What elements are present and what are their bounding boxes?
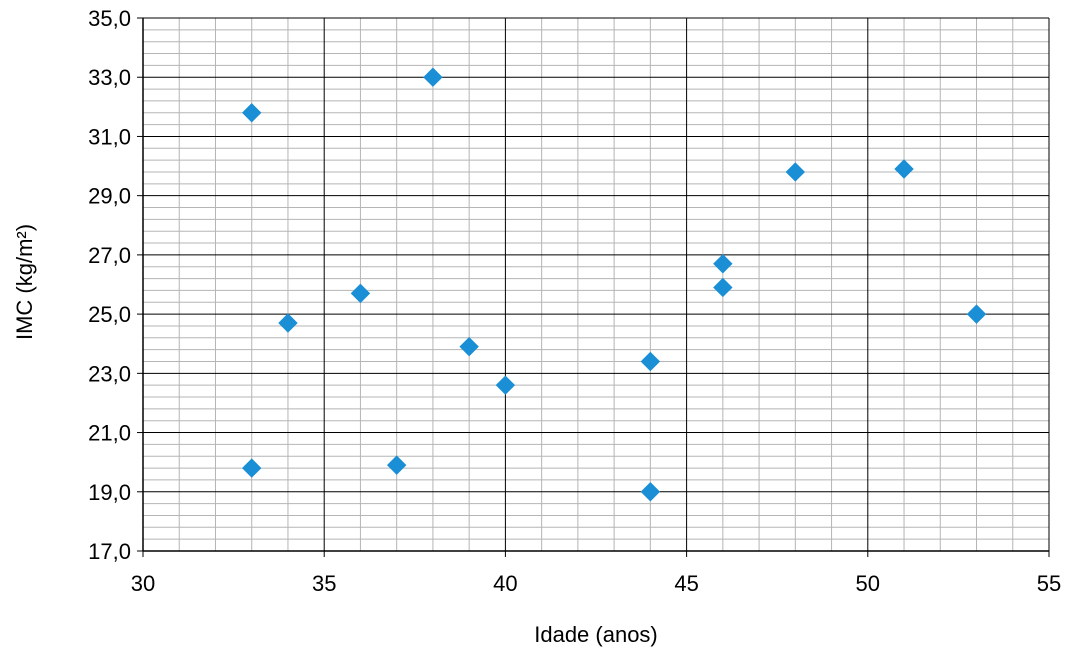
data-point [423, 67, 443, 87]
data-point [966, 304, 987, 324]
data-point [713, 277, 733, 298]
y-tick-label: 19,0 [88, 480, 131, 505]
x-axis-title: Idade (anos) [534, 622, 658, 647]
y-tick-label: 35,0 [88, 6, 131, 31]
y-tick-labels: 17,0 19,0 21,0 23,0 25,0 27,0 29,0 31,0 33,0 35,0 [88, 6, 131, 564]
data-point [495, 375, 516, 395]
x-tick-label: 50 [856, 571, 880, 596]
y-tick-label: 17,0 [88, 539, 131, 564]
x-tick-label: 55 [1037, 571, 1061, 596]
axes [137, 17, 1050, 557]
data-point [713, 254, 733, 274]
y-tick-label: 33,0 [88, 65, 131, 90]
x-tick-label: 40 [493, 571, 517, 596]
x-tick-labels: 30 35 40 45 50 55 [131, 571, 1061, 596]
y-tick-label: 23,0 [88, 361, 131, 386]
y-axis-title: IMC (kg/m²) [12, 224, 37, 340]
x-tick-label: 45 [674, 571, 698, 596]
y-tick-label: 25,0 [88, 302, 131, 327]
data-point [459, 336, 479, 357]
data-point [640, 482, 661, 502]
data-points [242, 67, 987, 502]
data-point [386, 455, 407, 475]
y-tick-label: 31,0 [88, 124, 131, 149]
data-point [894, 159, 914, 179]
grid [142, 17, 1050, 552]
y-tick-label: 21,0 [88, 421, 131, 446]
data-point [785, 162, 806, 182]
y-tick-label: 29,0 [88, 184, 131, 209]
data-point [242, 103, 262, 123]
data-point [278, 313, 298, 333]
x-tick-label: 30 [131, 571, 155, 596]
data-point [350, 283, 371, 304]
y-tick-label: 27,0 [88, 243, 131, 268]
data-point [640, 351, 661, 372]
x-tick-label: 35 [312, 571, 336, 596]
data-point [242, 458, 262, 478]
